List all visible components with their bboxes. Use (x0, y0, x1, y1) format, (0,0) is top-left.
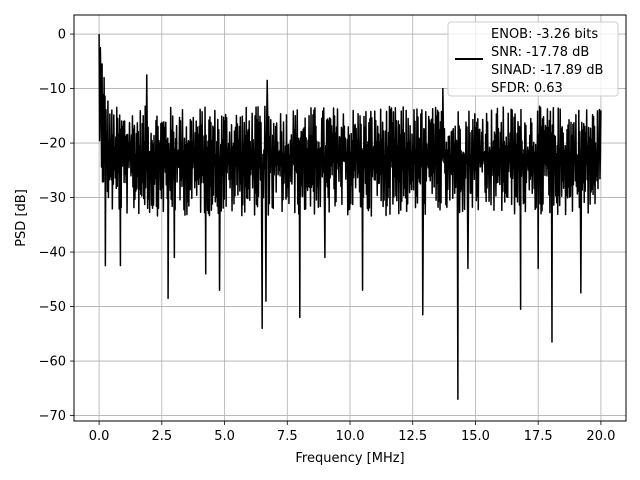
x-tick-label: 0.0 (89, 429, 110, 444)
x-tick-label: 12.5 (398, 429, 427, 444)
legend-text-line: SINAD: -17.89 dB (491, 63, 603, 78)
x-tick-label: 7.5 (277, 429, 298, 444)
legend-label: ENOB: -3.26 bits SNR: -17.78 dB SINAD: -17… (491, 27, 603, 96)
legend: ENOB: -3.26 bits SNR: -17.78 dB SINAD: -17… (447, 21, 619, 97)
y-tick-label: −10 (39, 82, 66, 97)
x-tick-label: 5.0 (214, 429, 235, 444)
y-tick-label: −50 (39, 300, 66, 315)
x-axis-label: Frequency [MHz] (295, 451, 404, 466)
y-tick-label: −20 (39, 137, 66, 152)
x-axis-ticks: 0.0 2.5 5.0 7.5 10.0 12.5 15.0 17.5 20.0 (89, 421, 615, 444)
x-tick-label: 10.0 (336, 429, 365, 444)
x-tick-label: 20.0 (586, 429, 615, 444)
y-tick-label: 0 (58, 28, 66, 43)
y-axis-ticks: 0 −10 −20 −30 −40 −50 −60 −70 (39, 28, 74, 424)
x-tick-label: 17.5 (524, 429, 553, 444)
psd-series (98, 34, 602, 400)
y-axis-label: PSD [dB] (14, 189, 29, 247)
legend-box (447, 21, 619, 97)
legend-text-line: SNR: -17.78 dB (491, 45, 589, 60)
legend-text-line: SFDR: 0.63 (491, 81, 563, 96)
y-tick-label: −30 (39, 191, 66, 206)
y-tick-label: −60 (39, 355, 66, 370)
y-tick-label: −40 (39, 246, 66, 261)
x-tick-label: 15.0 (461, 429, 490, 444)
x-tick-label: 2.5 (151, 429, 172, 444)
y-tick-label: −70 (39, 409, 66, 424)
legend-text-line: ENOB: -3.26 bits (491, 27, 598, 42)
psd-line (98, 34, 602, 400)
